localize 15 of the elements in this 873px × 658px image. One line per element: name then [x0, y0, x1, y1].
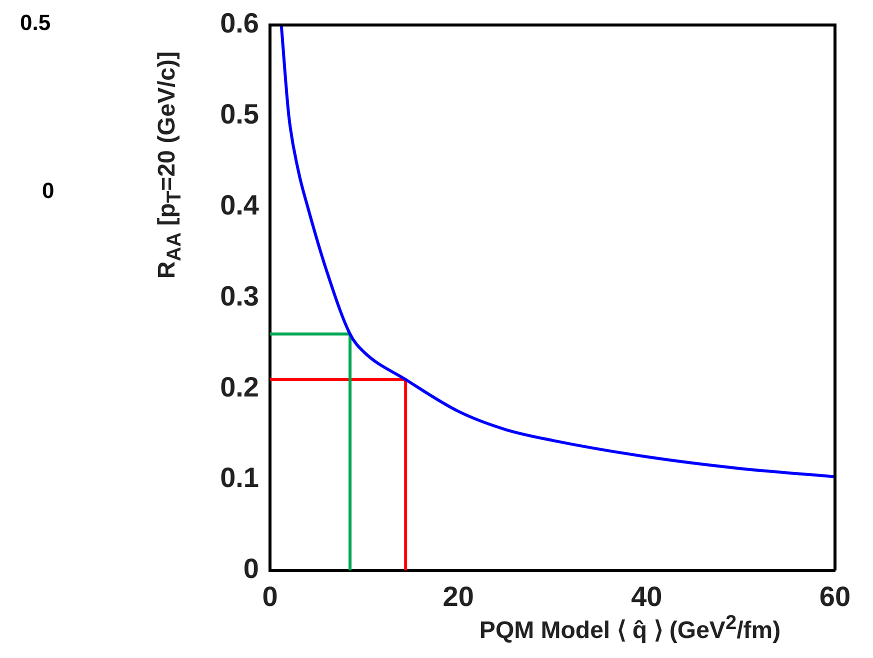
x-tick-label: 0: [262, 580, 278, 612]
y-tick-label: 0.2: [220, 371, 259, 402]
text: 0.5: [20, 10, 51, 36]
x-axis-title: PQM Model ⟨ q̂ ⟩ (GeV$^{2}$/fm): [479, 612, 781, 645]
y-tick-label: 0.1: [220, 462, 259, 494]
y-tick-label: 0.5: [220, 98, 259, 130]
y-tick-label: 0.4: [220, 190, 260, 221]
y-tick-label: 0.3: [220, 280, 259, 312]
line-series: [280, 25, 835, 478]
x-tick-label: 20: [442, 580, 474, 612]
y-tick-label: 0.6: [220, 8, 259, 39]
y-tick-label: 0: [243, 553, 259, 584]
text: 0: [42, 178, 54, 204]
x-tick-label: 60: [819, 580, 851, 612]
x-tick-label: 40: [631, 580, 662, 612]
